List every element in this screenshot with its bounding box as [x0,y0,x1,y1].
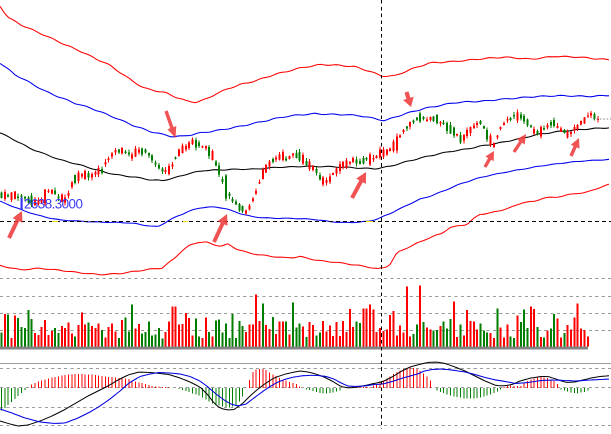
svg-text:2638.3000: 2638.3000 [24,196,82,211]
